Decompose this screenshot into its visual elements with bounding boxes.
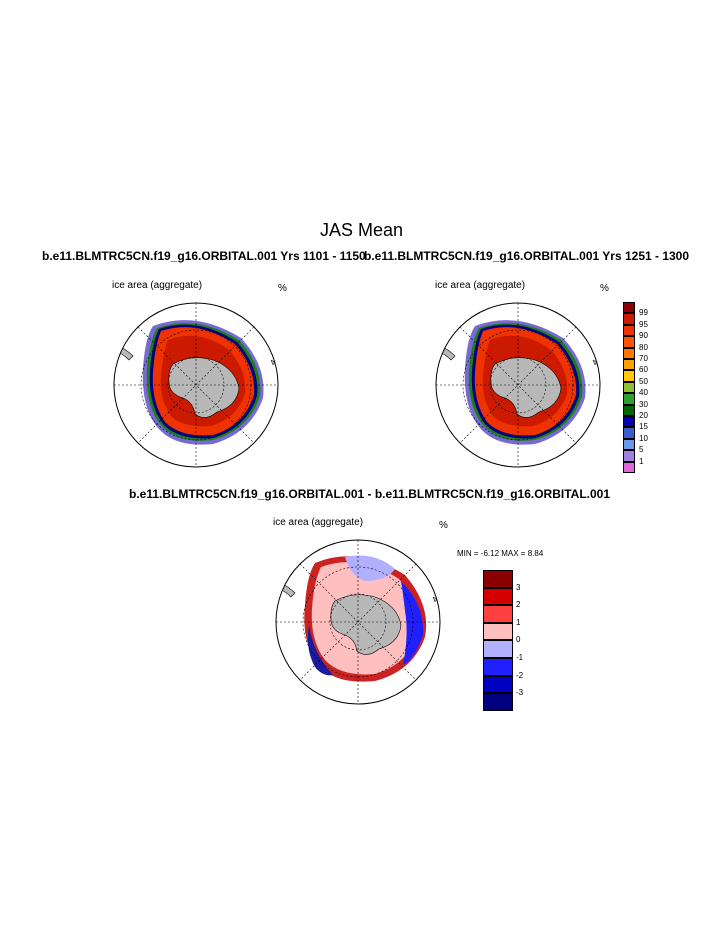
africa-tip-2 [531,468,539,474]
diff-neg-patch-top [345,555,395,581]
abs-colorbar-box [623,450,635,462]
africa-tip-diff [371,705,379,711]
map-panel-diff [275,539,441,711]
abs-colorbar-box [623,336,635,348]
abs-colorbar-box [623,427,635,439]
panel3-units-label: % [439,520,448,531]
graticule-1 [114,303,278,467]
diff-colorbar-box [483,605,513,623]
run-title-right: b.e11.BLMTRC5CN.f19_g16.ORBITAL.001 Yrs … [364,249,690,263]
abs-colorbar-label: 80 [639,342,648,352]
new-zealand-1 [270,359,276,366]
abs-colorbar-label: 30 [639,399,648,409]
diff-colorbar-box [483,658,513,676]
abs-colorbar-box [623,381,635,394]
graticule-2 [436,303,600,467]
abs-colorbar-label: 10 [639,433,648,443]
panel3-variable-label: ice area (aggregate) [273,517,364,528]
diff-colorbar-box [483,640,513,658]
diff-colorbar-box [483,675,513,694]
map-panel-1 [113,302,279,474]
diff-title: b.e11.BLMTRC5CN.f19_g16.ORBITAL.001 - b.… [129,487,611,501]
colorbar-ice-area: 99 95 90 80 70 60 50 40 30 20 15 10 5 1 [623,302,663,474]
figure-title: JAS Mean [319,220,404,240]
diff-neg-patch-left [307,625,333,676]
abs-colorbar-box [623,324,635,337]
diff-colorbar-box [483,693,513,711]
diff-colorbar-box [483,622,513,641]
diff-neg-patch-right [401,581,424,665]
diff-colorbar-label: 3 [516,582,521,592]
diff-min-max-stats: MIN = -6.12 MAX = 8.84 [457,549,544,558]
diff-colorbar-label: -1 [516,653,524,662]
abs-colorbar-box [623,302,635,314]
abs-colorbar-box [623,313,635,325]
panel1-units-label: % [278,283,287,294]
abs-colorbar-label: 20 [639,411,648,420]
abs-colorbar-label: 15 [639,422,648,432]
africa-tip-1 [209,468,217,474]
diff-colorbar-label: -2 [516,670,524,680]
abs-colorbar-box [623,370,635,382]
abs-colorbar-box [623,416,635,428]
abs-colorbar-label: 90 [639,331,648,341]
panel2-units-label: % [600,283,609,294]
graticule-diff [276,540,440,704]
antarctica-1 [168,357,240,418]
panel2-variable-label: ice area (aggregate) [435,280,526,291]
abs-colorbar-box [623,393,635,405]
abs-colorbar-label: 99 [639,308,648,318]
diff-colorbar-label: 1 [516,617,521,627]
abs-colorbar-box [623,438,635,451]
new-zealand-2 [592,359,598,366]
abs-colorbar-label: 95 [639,319,648,329]
run-title-left: b.e11.BLMTRC5CN.f19_g16.ORBITAL.001 Yrs … [42,249,366,263]
map-panel-2 [435,302,601,474]
new-zealand-diff [432,596,438,603]
abs-colorbar-label: 5 [639,445,644,455]
diff-colorbar-box [483,587,513,606]
abs-colorbar-label: 60 [639,365,648,375]
diff-colorbar-label: 2 [516,600,521,610]
panel1-variable-label: ice area (aggregate) [112,280,203,291]
diff-colorbar-label: -3 [516,688,524,698]
diff-colorbar-box [483,570,513,588]
abs-colorbar-label: 40 [639,388,648,398]
antarctica-diff [330,594,402,655]
abs-colorbar-box [623,347,635,359]
abs-colorbar-box [623,461,635,473]
abs-colorbar-box [623,359,635,371]
abs-colorbar-label: 1 [639,456,644,466]
antarctica-2 [490,357,562,418]
abs-colorbar-label: 50 [639,376,648,386]
colorbar-difference: 3 2 1 0 -1 -2 -3 [483,570,523,711]
abs-colorbar-box [623,404,635,416]
abs-colorbar-label: 70 [639,354,648,363]
diff-colorbar-label: 0 [516,635,521,645]
